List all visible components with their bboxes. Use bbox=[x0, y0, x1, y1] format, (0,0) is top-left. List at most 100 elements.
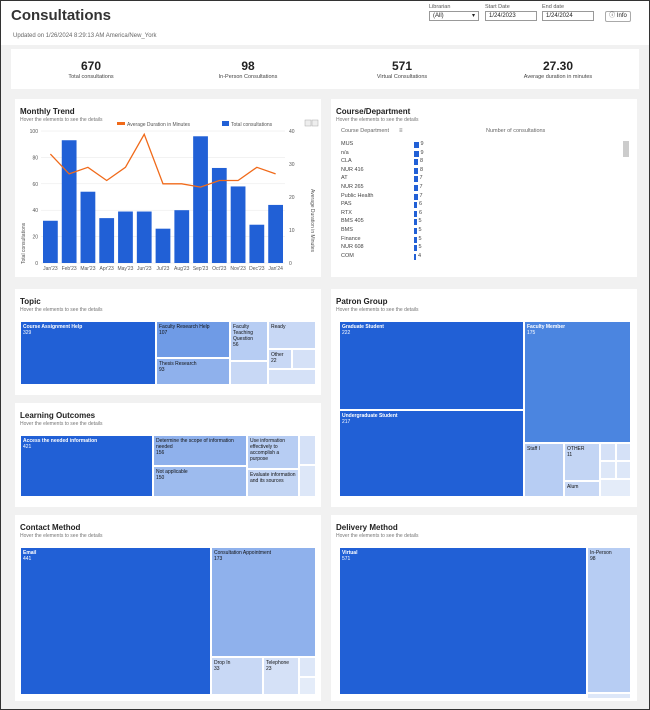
column-header-course[interactable]: Course Department bbox=[341, 128, 389, 134]
bar[interactable] bbox=[118, 211, 133, 263]
treemap-cell[interactable]: Determine the scope of information neede… bbox=[153, 435, 247, 466]
cell-value: 217 bbox=[342, 419, 351, 425]
librarian-select[interactable]: (All) ▾ bbox=[429, 11, 479, 21]
bar[interactable] bbox=[193, 136, 208, 263]
treemap-cell[interactable]: OTHER 11 bbox=[564, 443, 600, 481]
info-button[interactable]: ⓘ Info bbox=[605, 11, 631, 22]
list-item[interactable]: NUR 265 7 bbox=[341, 184, 611, 192]
kpi-value: 670 bbox=[80, 59, 102, 73]
treemap-cell[interactable]: Email 441 bbox=[20, 547, 211, 695]
treemap-cell[interactable] bbox=[230, 361, 268, 385]
x-tick-label: Jul'23 bbox=[157, 266, 170, 272]
treemap-cell[interactable]: Faculty Teaching Question 56 bbox=[230, 321, 268, 361]
dept-bar bbox=[414, 228, 417, 234]
chevron-down-icon: ▾ bbox=[471, 13, 475, 19]
treemap-cell[interactable] bbox=[600, 443, 616, 461]
treemap-cell[interactable]: Other 22 bbox=[268, 349, 292, 369]
treemap-cell[interactable]: Graduate Student 222 bbox=[339, 321, 524, 410]
treemap-cell[interactable]: Alum bbox=[564, 481, 600, 497]
treemap-cell[interactable]: Drop In 33 bbox=[211, 657, 263, 695]
sort-icon[interactable]: ≡ bbox=[399, 128, 403, 134]
dept-bar bbox=[414, 176, 418, 183]
list-item[interactable]: COM 4 bbox=[341, 253, 611, 261]
list-item[interactable]: Public Health 7 bbox=[341, 193, 611, 201]
treemap-cell[interactable] bbox=[299, 677, 316, 695]
column-header-count: Number of consultations bbox=[486, 128, 546, 134]
treemap-cell[interactable]: Virtual 571 bbox=[339, 547, 587, 695]
start-date-filter[interactable]: Start Date 1/24/2023 bbox=[485, 4, 537, 21]
treemap-cell[interactable]: Undergraduate Student 217 bbox=[339, 410, 524, 497]
cell-label: Thesis Research bbox=[159, 361, 197, 367]
treemap-cell[interactable]: Staff I bbox=[524, 443, 564, 497]
list-item[interactable]: Finance 5 bbox=[341, 236, 611, 244]
list-item[interactable]: MUS 9 bbox=[341, 141, 611, 149]
list-item[interactable]: BMS 405 5 bbox=[341, 218, 611, 226]
end-date-filter[interactable]: End date 1/24/2024 bbox=[542, 4, 594, 21]
list-item[interactable]: CLA 8 bbox=[341, 158, 611, 166]
treemap-cell[interactable]: Ready bbox=[268, 321, 316, 349]
list-item[interactable]: NUR 608 5 bbox=[341, 244, 611, 252]
bar[interactable] bbox=[211, 167, 227, 263]
list-item[interactable]: BMS 5 bbox=[341, 227, 611, 235]
updated-timestamp: Updated on 1/26/2024 8:29:13 AM America/… bbox=[13, 33, 157, 39]
bar[interactable] bbox=[174, 210, 190, 263]
legend-next-button[interactable] bbox=[311, 119, 319, 127]
treemap-cell[interactable]: Not applicable 150 bbox=[153, 466, 247, 497]
bar[interactable] bbox=[230, 186, 246, 263]
treemap-cell[interactable] bbox=[616, 443, 631, 461]
y2-tick-label: 0 bbox=[289, 261, 292, 267]
bar[interactable] bbox=[249, 224, 265, 263]
cell-value: 11 bbox=[567, 452, 573, 458]
bar[interactable] bbox=[99, 218, 115, 263]
treemap-cell[interactable]: In-Person 98 bbox=[587, 547, 631, 693]
list-item[interactable]: AT 7 bbox=[341, 175, 611, 183]
y2-tick-label: 20 bbox=[289, 195, 295, 201]
list-item[interactable]: PAS 6 bbox=[341, 201, 611, 209]
dept-bar bbox=[414, 245, 417, 252]
treemap-cell[interactable]: Telephone 23 bbox=[263, 657, 299, 695]
bar[interactable] bbox=[155, 228, 171, 263]
librarian-filter[interactable]: Librarian (All) ▾ bbox=[429, 4, 479, 21]
treemap-cell[interactable] bbox=[299, 435, 316, 465]
info-icon: ⓘ bbox=[609, 13, 616, 19]
cell-label: Ready bbox=[271, 324, 286, 330]
treemap-cell[interactable] bbox=[299, 465, 316, 497]
list-item[interactable]: RTX 6 bbox=[341, 210, 611, 218]
x-tick-label: Dec'23 bbox=[249, 266, 265, 272]
treemap-cell[interactable] bbox=[268, 369, 316, 385]
dept-label: NUR 608 bbox=[341, 244, 364, 251]
cell-label: Alum bbox=[567, 484, 579, 490]
treemap-cell[interactable]: Use information effectively to accomplis… bbox=[247, 435, 299, 469]
cell-label: Consultation Appointment bbox=[214, 550, 271, 556]
card-title: Monthly Trend bbox=[20, 107, 75, 116]
bar[interactable] bbox=[136, 211, 152, 263]
treemap-cell[interactable]: Course Assignment Help 329 bbox=[20, 321, 156, 385]
treemap-cell[interactable] bbox=[587, 693, 631, 699]
start-date-input[interactable]: 1/24/2023 bbox=[485, 11, 537, 21]
list-item[interactable]: NUR 416 8 bbox=[341, 167, 611, 175]
treemap-cell[interactable] bbox=[299, 657, 316, 677]
end-date-input[interactable]: 1/24/2024 bbox=[542, 11, 594, 21]
dept-value: 7 bbox=[419, 184, 423, 190]
treemap-cell[interactable]: Faculty Member 175 bbox=[524, 321, 631, 443]
bar[interactable] bbox=[61, 140, 77, 263]
bar[interactable] bbox=[268, 204, 283, 263]
treemap-cell[interactable] bbox=[616, 461, 631, 479]
treemap-cell[interactable]: Faculty Research Help 107 bbox=[156, 321, 230, 358]
treemap-cell[interactable]: Consultation Appointment 173 bbox=[211, 547, 316, 657]
treemap-cell[interactable]: Thesis Research 93 bbox=[156, 358, 230, 385]
cell-label: Drop In bbox=[214, 660, 231, 666]
treemap-cell[interactable]: Evaluate information and its sources bbox=[247, 469, 299, 497]
treemap-cell[interactable] bbox=[600, 461, 616, 479]
bar[interactable] bbox=[80, 191, 96, 263]
treemap-cell[interactable]: Access the needed information 421 bbox=[20, 435, 153, 497]
scrollbar[interactable] bbox=[623, 141, 629, 157]
legend-prev-button[interactable] bbox=[304, 119, 312, 127]
treemap-cell[interactable] bbox=[600, 479, 631, 497]
treemap-cell[interactable] bbox=[292, 349, 316, 369]
list-item[interactable]: n/a 9 bbox=[341, 150, 611, 158]
bar[interactable] bbox=[43, 220, 58, 263]
dept-label: NUR 265 bbox=[341, 184, 364, 190]
x-tick-label: Aug'23 bbox=[174, 266, 190, 272]
dept-bar bbox=[414, 167, 418, 174]
